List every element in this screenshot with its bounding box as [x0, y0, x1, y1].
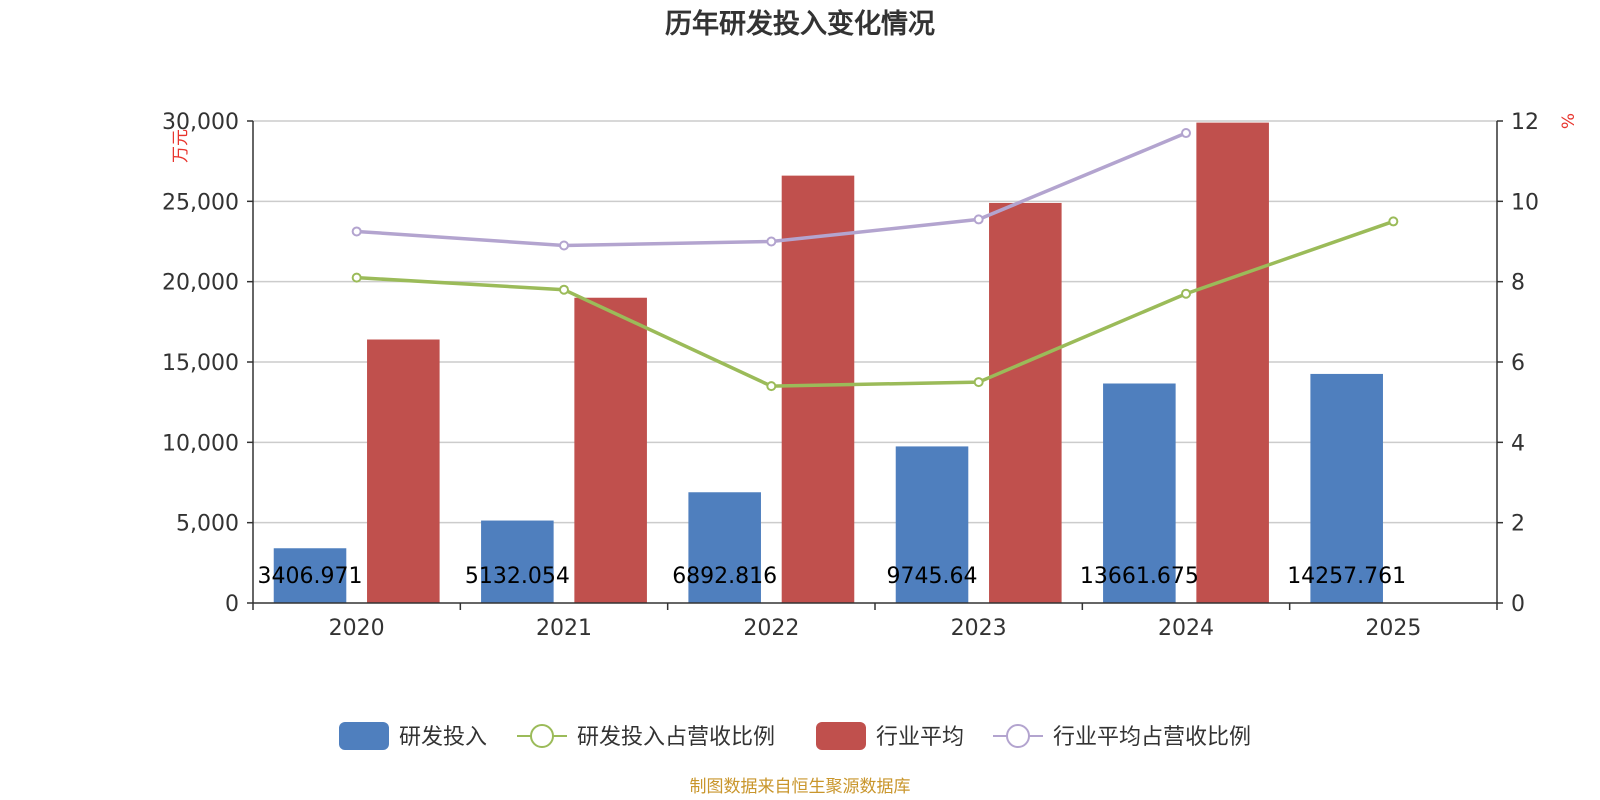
bar-value-label: 9745.64: [887, 564, 978, 589]
legend-swatch: [339, 722, 389, 750]
gridlines: [253, 120, 1497, 524]
right-tick-label: 6: [1511, 351, 1525, 376]
legend-marker: [530, 724, 554, 748]
line-point: [351, 272, 362, 283]
bar-研发投入: [1103, 383, 1176, 603]
bar-行业平均: [781, 175, 855, 604]
line-point: [766, 236, 777, 247]
x-tick-label: 2020: [329, 616, 385, 641]
legend-marker: [1006, 724, 1030, 748]
legend-label: 研发投入占营收比例: [577, 725, 775, 750]
bar-行业平均: [1196, 122, 1269, 604]
left-axis-unit: 万元: [171, 129, 191, 163]
line-point: [1181, 288, 1191, 299]
right-tick-label: 8: [1511, 271, 1525, 296]
legend-label: 研发投入: [399, 725, 487, 750]
legend-item[interactable]: 研发投入占营收比例: [517, 724, 775, 750]
left-tick-label: 20,000: [162, 271, 239, 296]
left-tick-label: 30,000: [162, 110, 239, 135]
right-tick-label: 2: [1511, 512, 1525, 537]
left-tick-label: 25,000: [162, 190, 239, 215]
bar-研发投入: [895, 446, 969, 603]
bar-研发投入: [273, 548, 347, 603]
bar-value-label: 3406.971: [258, 564, 363, 589]
line-point: [766, 381, 777, 392]
data-labels: 3406.971 5132.054 6892.816 9745.64 13661.675…: [258, 564, 1407, 589]
legend-item[interactable]: 研发投入: [339, 722, 487, 750]
line-point: [1388, 216, 1399, 227]
x-tick-label: 2021: [536, 616, 592, 641]
bar-研发投入: [1310, 373, 1383, 603]
line-point: [559, 284, 569, 295]
left-tick-label: 5,000: [176, 512, 239, 537]
x-tick-label: 2023: [951, 616, 1007, 641]
bar-研发投入: [481, 520, 554, 603]
bar-value-label: 6892.816: [672, 564, 777, 589]
legend-item[interactable]: 行业平均: [816, 722, 964, 750]
left-tick-label: 10,000: [162, 431, 239, 456]
bar-value-label: 13661.675: [1080, 564, 1199, 589]
bar-value-label: 5132.054: [465, 564, 570, 589]
right-tick-label: 4: [1511, 431, 1525, 456]
legend-item[interactable]: 行业平均占营收比例: [993, 724, 1251, 750]
line-point: [973, 377, 984, 388]
left-tick-label: 0: [225, 592, 239, 617]
bars: [273, 122, 1383, 604]
bar-行业平均: [367, 339, 440, 603]
bar-研发投入: [688, 492, 761, 603]
legend-label: 行业平均占营收比例: [1053, 725, 1251, 750]
legend-swatch: [816, 722, 866, 750]
line-point: [559, 240, 569, 251]
line-研发投入占营收比例: [356, 219, 1394, 388]
source-note: 制图数据来自恒生聚源数据库: [690, 777, 911, 797]
right-tick-label: 12: [1511, 110, 1539, 135]
bar-行业平均: [574, 297, 647, 603]
lines: [351, 128, 1399, 392]
x-tick-label: 2022: [743, 616, 799, 641]
legend: 研发投入 研发投入占营收比例 行业平均 行业平均占营收比例: [339, 722, 1251, 750]
right-tick-label: 0: [1511, 592, 1525, 617]
bar-value-label: 14257.761: [1287, 564, 1406, 589]
x-tick-label: 2024: [1158, 616, 1214, 641]
right-axis-unit: %: [1559, 113, 1579, 129]
line-point: [973, 214, 984, 225]
axes: 0 0 5,000 2 10,000 4 15,000 6 20,000 8 25,000 10 30,…: [162, 110, 1539, 641]
left-tick-label: 15,000: [162, 351, 239, 376]
line-point: [1181, 128, 1191, 139]
x-tick-label: 2025: [1365, 616, 1421, 641]
bar-行业平均: [989, 202, 1062, 603]
right-tick-label: 10: [1511, 190, 1539, 215]
legend-label: 行业平均: [876, 725, 964, 750]
line-point: [351, 226, 362, 237]
chart-title: 历年研发投入变化情况: [665, 8, 935, 40]
